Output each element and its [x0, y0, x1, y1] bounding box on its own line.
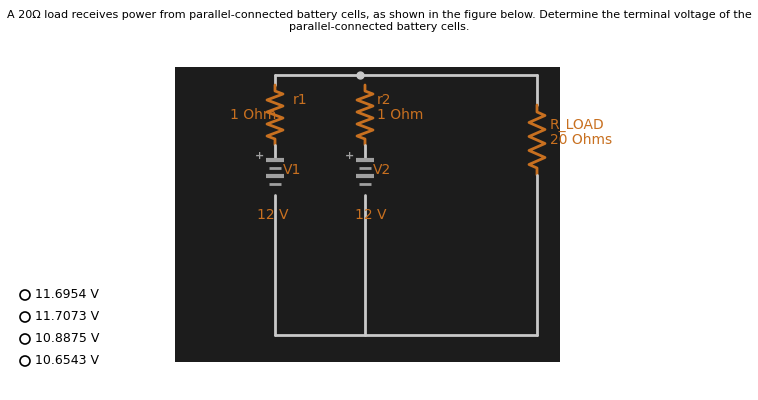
- Text: 12 V: 12 V: [257, 208, 289, 222]
- Text: +: +: [344, 151, 354, 161]
- Text: V1: V1: [283, 163, 302, 177]
- Text: 10.8875 V: 10.8875 V: [35, 332, 99, 346]
- Text: R_LOAD: R_LOAD: [550, 118, 605, 132]
- Text: 11.7073 V: 11.7073 V: [35, 310, 99, 324]
- Text: r1: r1: [293, 93, 308, 107]
- Text: 11.6954 V: 11.6954 V: [35, 288, 99, 302]
- FancyBboxPatch shape: [175, 67, 560, 362]
- Text: A 20Ω load receives power from parallel-connected battery cells, as shown in the: A 20Ω load receives power from parallel-…: [7, 10, 751, 32]
- Text: 12 V: 12 V: [355, 208, 387, 222]
- Text: 1 Ohm: 1 Ohm: [377, 108, 424, 122]
- Text: r2: r2: [377, 93, 391, 107]
- Text: +: +: [255, 151, 264, 161]
- Text: 1 Ohm: 1 Ohm: [230, 108, 277, 122]
- Text: 20 Ohms: 20 Ohms: [550, 133, 612, 147]
- Text: V2: V2: [373, 163, 391, 177]
- Text: 10.6543 V: 10.6543 V: [35, 354, 99, 368]
